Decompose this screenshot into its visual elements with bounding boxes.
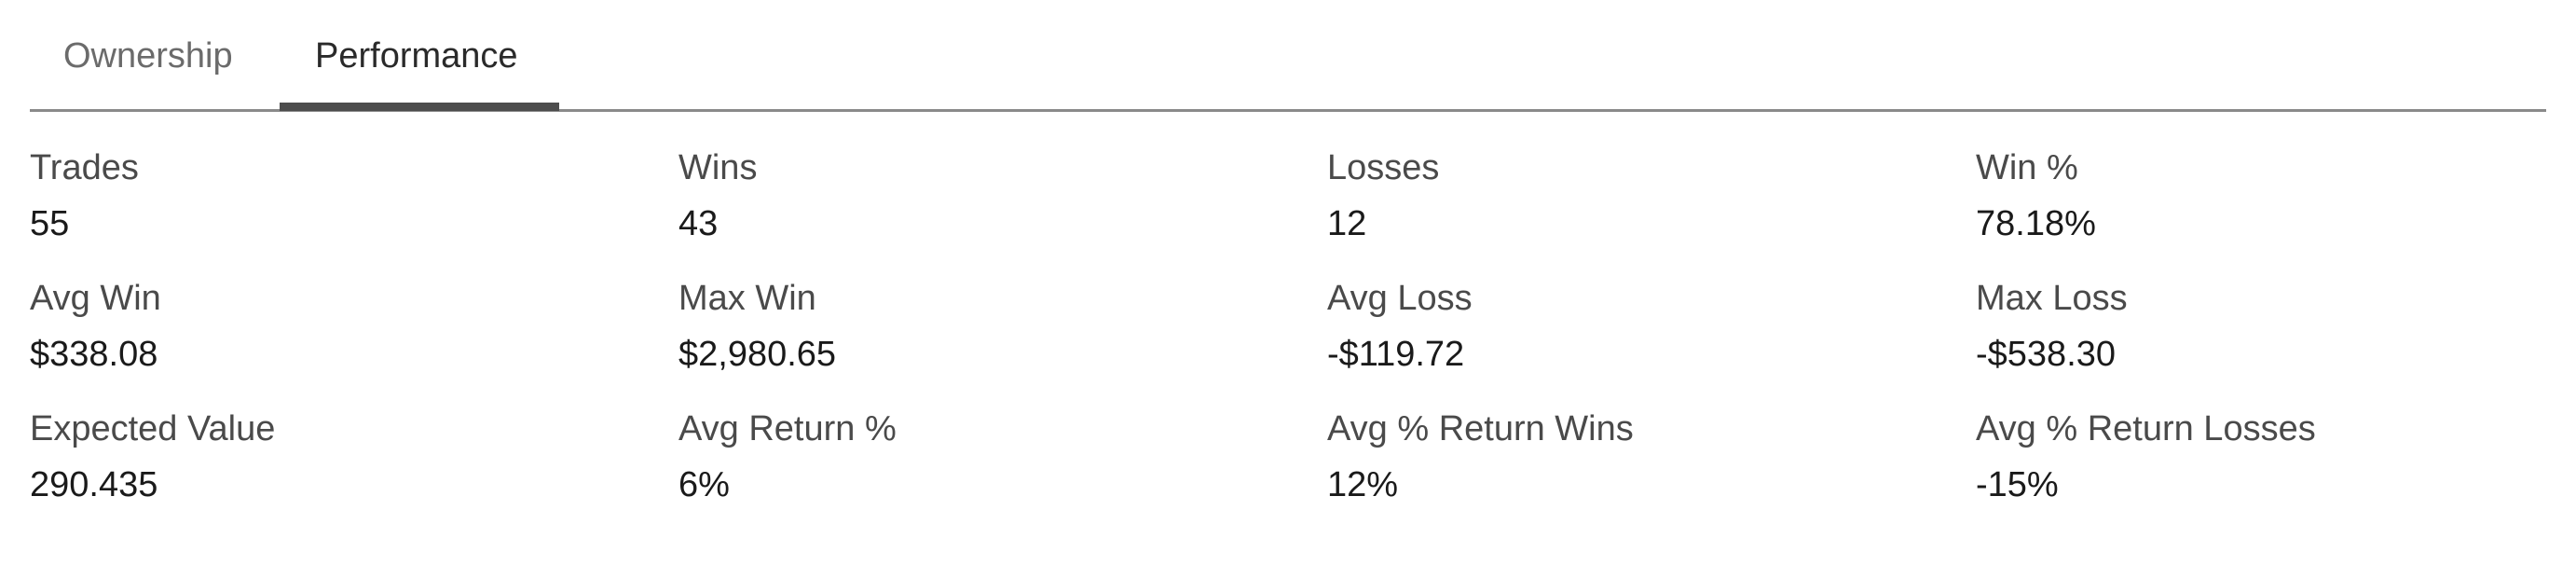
stat-value: 6% (678, 465, 730, 504)
stat-value: -$538.30 (1976, 335, 2117, 374)
stat-max-loss: Max Loss -$538.30 (1976, 270, 2546, 401)
stat-wins: Wins 43 (678, 140, 1327, 270)
stat-label: Wins (678, 148, 758, 187)
stat-label: Trades (30, 148, 139, 187)
stat-label: Win % (1976, 148, 2078, 187)
stat-value: $2,980.65 (678, 335, 837, 374)
stat-losses: Losses 12 (1327, 140, 1976, 270)
stat-avg-win: Avg Win $338.08 (30, 270, 678, 401)
stat-value: 78.18% (1976, 204, 2096, 243)
stat-label: Avg Win (30, 279, 161, 318)
stat-avg-loss: Avg Loss -$119.72 (1327, 270, 1976, 401)
stat-avg-return-losses: Avg % Return Losses -15% (1976, 401, 2546, 531)
stat-label: Avg Return % (678, 409, 897, 448)
performance-stats-grid: Trades 55 Wins 43 Losses 12 Win % 78.18%… (30, 140, 2546, 531)
stat-value: 290.435 (30, 465, 158, 504)
stat-avg-return-percent: Avg Return % 6% (678, 401, 1327, 531)
stat-value: $338.08 (30, 335, 158, 374)
tab-divider (30, 109, 2546, 112)
stat-label: Avg % Return Losses (1976, 409, 2316, 448)
stat-trades: Trades 55 (30, 140, 678, 270)
stat-label: Expected Value (30, 409, 276, 448)
tab-bar: Ownership Performance (30, 0, 2546, 112)
stat-win-percent: Win % 78.18% (1976, 140, 2546, 270)
stat-value: -$119.72 (1327, 335, 1465, 374)
stat-expected-value: Expected Value 290.435 (30, 401, 678, 531)
tab-performance[interactable]: Performance (315, 36, 518, 76)
stat-label: Avg Loss (1327, 279, 1473, 318)
active-tab-indicator (280, 103, 559, 111)
stat-label: Losses (1327, 148, 1440, 187)
stat-value: 12% (1327, 465, 1399, 504)
stat-max-win: Max Win $2,980.65 (678, 270, 1327, 401)
stat-value: 55 (30, 204, 70, 243)
stat-value: -15% (1976, 465, 2059, 504)
stat-value: 12 (1327, 204, 1367, 243)
stat-avg-return-wins: Avg % Return Wins 12% (1327, 401, 1976, 531)
stat-label: Max Loss (1976, 279, 2128, 318)
stat-label: Avg % Return Wins (1327, 409, 1634, 448)
stat-label: Max Win (678, 279, 816, 318)
stat-value: 43 (678, 204, 719, 243)
tab-ownership[interactable]: Ownership (63, 36, 233, 76)
